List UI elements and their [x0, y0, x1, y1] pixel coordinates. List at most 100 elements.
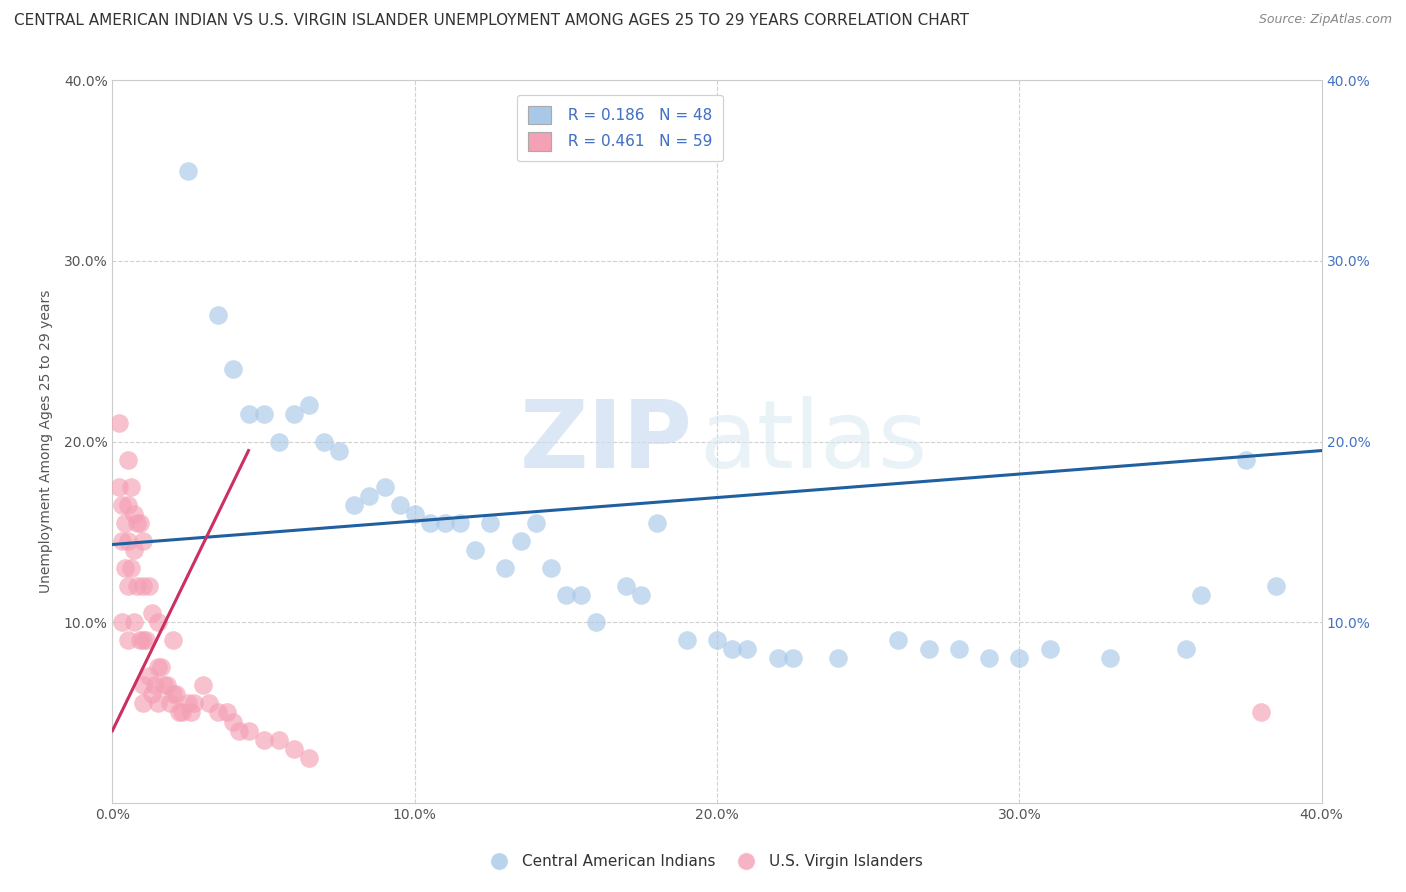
Point — [479, 516, 502, 530]
Point — [125, 579, 148, 593]
Point — [1174, 642, 1197, 657]
Point — [183, 697, 205, 711]
Point — [167, 706, 190, 720]
Legend: Central American Indians, U.S. Virgin Islanders: Central American Indians, U.S. Virgin Is… — [478, 848, 928, 875]
Point — [222, 362, 245, 376]
Point — [1038, 642, 1062, 657]
Point — [162, 633, 184, 648]
Point — [706, 633, 728, 648]
Point — [146, 660, 169, 674]
Point — [228, 723, 250, 738]
Point — [162, 687, 184, 701]
Point — [120, 561, 142, 575]
Point — [146, 615, 169, 630]
Point — [153, 678, 176, 692]
Point — [141, 687, 163, 701]
Point — [343, 498, 366, 512]
Point — [117, 533, 139, 548]
Point — [107, 480, 129, 494]
Point — [1250, 706, 1272, 720]
Point — [128, 633, 150, 648]
Legend:  R = 0.186   N = 48,  R = 0.461   N = 59: R = 0.186 N = 48, R = 0.461 N = 59 — [517, 95, 723, 161]
Point — [314, 434, 336, 449]
Point — [138, 669, 160, 683]
Point — [120, 480, 142, 494]
Point — [283, 741, 305, 756]
Point — [827, 651, 849, 665]
Point — [207, 308, 229, 322]
Point — [159, 697, 181, 711]
Point — [404, 507, 426, 521]
Point — [117, 498, 139, 512]
Point — [117, 579, 139, 593]
Point — [782, 651, 804, 665]
Point — [1265, 579, 1288, 593]
Text: CENTRAL AMERICAN INDIAN VS U.S. VIRGIN ISLANDER UNEMPLOYMENT AMONG AGES 25 TO 29: CENTRAL AMERICAN INDIAN VS U.S. VIRGIN I… — [14, 13, 969, 29]
Point — [645, 516, 668, 530]
Point — [177, 697, 200, 711]
Point — [107, 417, 129, 431]
Point — [110, 533, 132, 548]
Point — [117, 633, 139, 648]
Text: Source: ZipAtlas.com: Source: ZipAtlas.com — [1258, 13, 1392, 27]
Point — [222, 714, 245, 729]
Point — [122, 615, 145, 630]
Point — [449, 516, 471, 530]
Point — [298, 750, 321, 764]
Point — [132, 533, 155, 548]
Point — [114, 516, 136, 530]
Point — [1189, 588, 1212, 602]
Point — [419, 516, 441, 530]
Y-axis label: Unemployment Among Ages 25 to 29 years: Unemployment Among Ages 25 to 29 years — [38, 290, 52, 593]
Point — [464, 542, 486, 557]
Point — [328, 443, 350, 458]
Point — [495, 561, 517, 575]
Point — [132, 678, 155, 692]
Point — [721, 642, 744, 657]
Point — [569, 588, 592, 602]
Point — [122, 542, 145, 557]
Point — [1008, 651, 1031, 665]
Point — [110, 498, 132, 512]
Point — [737, 642, 759, 657]
Point — [253, 732, 276, 747]
Point — [122, 507, 145, 521]
Point — [675, 633, 697, 648]
Point — [114, 561, 136, 575]
Point — [146, 697, 169, 711]
Point — [125, 516, 148, 530]
Point — [128, 516, 150, 530]
Point — [156, 678, 179, 692]
Point — [766, 651, 789, 665]
Point — [198, 697, 221, 711]
Point — [509, 533, 531, 548]
Point — [165, 687, 187, 701]
Text: ZIP: ZIP — [520, 395, 693, 488]
Point — [238, 408, 260, 422]
Point — [298, 398, 321, 412]
Point — [253, 408, 276, 422]
Point — [217, 706, 239, 720]
Point — [374, 480, 396, 494]
Point — [138, 579, 160, 593]
Point — [149, 660, 172, 674]
Point — [948, 642, 970, 657]
Point — [616, 579, 638, 593]
Point — [388, 498, 411, 512]
Point — [1098, 651, 1121, 665]
Point — [141, 606, 163, 620]
Point — [135, 633, 157, 648]
Point — [1234, 452, 1257, 467]
Point — [143, 678, 166, 692]
Point — [170, 706, 193, 720]
Point — [117, 452, 139, 467]
Point — [132, 579, 155, 593]
Point — [554, 588, 576, 602]
Point — [433, 516, 456, 530]
Point — [267, 732, 290, 747]
Text: atlas: atlas — [699, 395, 927, 488]
Point — [918, 642, 941, 657]
Point — [177, 163, 200, 178]
Point — [887, 633, 910, 648]
Point — [132, 697, 155, 711]
